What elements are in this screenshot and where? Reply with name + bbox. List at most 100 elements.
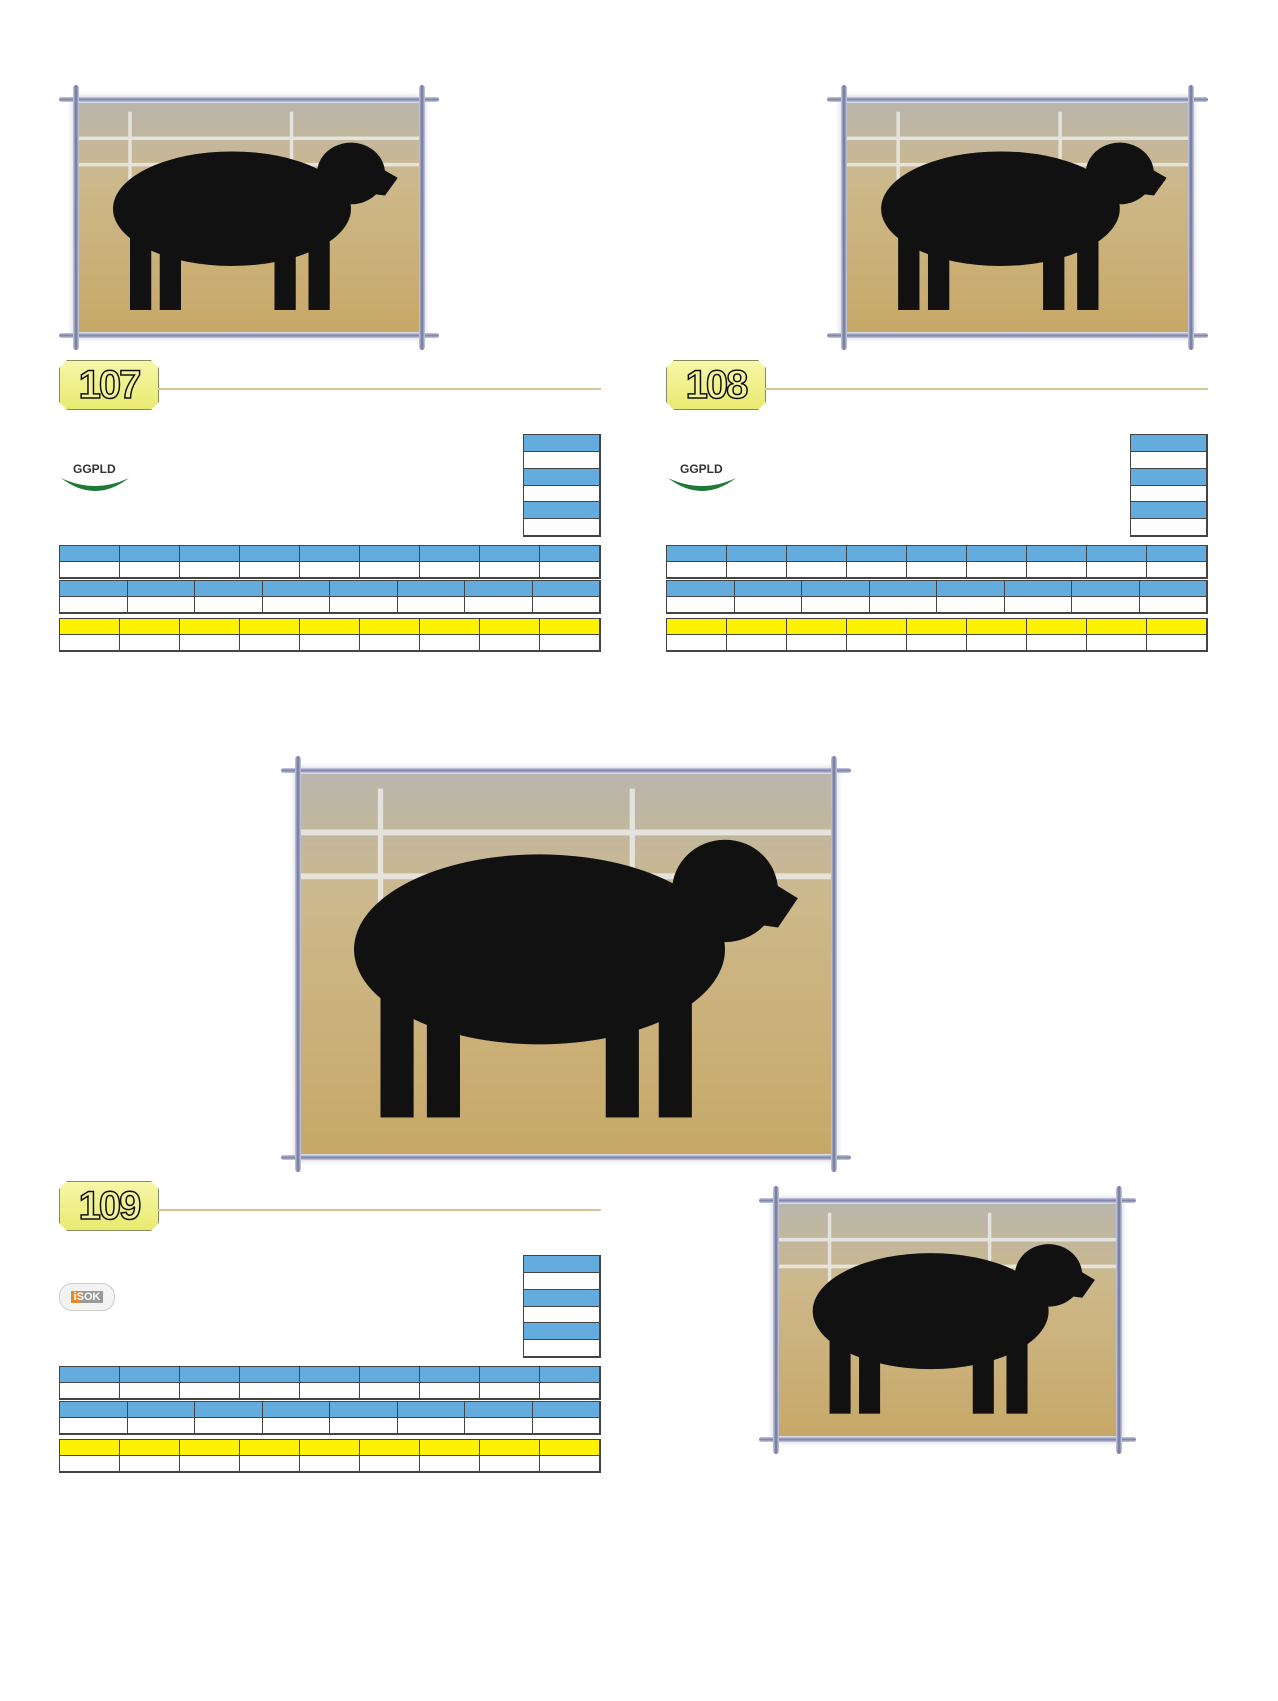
table-cell [524, 468, 600, 486]
table-cell [397, 597, 465, 613]
table-cell [360, 635, 420, 651]
table-cell [524, 1306, 600, 1324]
table-cell [524, 1340, 600, 1357]
table-cell [300, 1440, 360, 1456]
header-rule [158, 388, 601, 390]
table-cell [180, 635, 240, 651]
table-cell [787, 635, 847, 651]
table-cell [60, 635, 120, 651]
frame-rail-bottom [281, 1155, 851, 1160]
table-cell [120, 546, 180, 562]
table-cell [330, 597, 398, 613]
table-cell [967, 562, 1027, 578]
table-cell [465, 581, 533, 597]
logo-swoosh [61, 478, 129, 491]
table-cell [907, 619, 967, 635]
table-cell [420, 562, 480, 578]
table-cell [802, 597, 870, 613]
table-cell [60, 562, 120, 578]
logo-text: GGPLD [680, 462, 723, 476]
table-cell [532, 1402, 600, 1418]
table-cell [524, 1272, 600, 1290]
table-cell [60, 581, 128, 597]
table-cell [420, 635, 480, 651]
table-cell [667, 619, 727, 635]
table-cell [480, 635, 540, 651]
bull-image [845, 101, 1190, 334]
table-cell [60, 546, 120, 562]
table-cell [195, 1402, 263, 1418]
lot-number-badge: 109 [59, 1181, 159, 1231]
table-cell [60, 1418, 128, 1434]
frame-post-left [73, 85, 79, 350]
frame-rail-top [281, 768, 851, 773]
side-table [1130, 434, 1208, 537]
table-cell [1072, 597, 1140, 613]
bull-image [77, 101, 421, 334]
table-cell [240, 562, 300, 578]
table-cell [330, 581, 398, 597]
table-cell [330, 1418, 398, 1434]
table-cell [240, 546, 300, 562]
ggpld-logo: GGPLD [666, 462, 738, 492]
frame-rail-top [827, 97, 1208, 102]
table-cell [240, 1383, 300, 1399]
table-cell [60, 1383, 120, 1399]
table-cell [300, 546, 360, 562]
table-cell [262, 1402, 330, 1418]
frame-post-right [1116, 1186, 1122, 1454]
table-cell [120, 562, 180, 578]
table-cell [787, 546, 847, 562]
table-cell [667, 597, 735, 613]
table-cell [420, 1383, 480, 1399]
bull-photo-lot-109-main [281, 756, 851, 1172]
table-cell [420, 1456, 480, 1472]
table-cell [480, 1367, 540, 1383]
table-cell [240, 1367, 300, 1383]
frame-rail-bottom [827, 333, 1208, 338]
table-cell [1131, 435, 1207, 452]
bull-photo-lot-107 [59, 85, 439, 350]
table-cell [120, 1383, 180, 1399]
table-cell [524, 502, 600, 520]
lot-number-badge: 107 [59, 360, 159, 410]
table-cell [60, 1402, 128, 1418]
table-cell [360, 562, 420, 578]
table-cell [300, 1367, 360, 1383]
table-cell [967, 546, 1027, 562]
table-cell [847, 562, 907, 578]
table-cell [480, 1456, 540, 1472]
table-cell [465, 1418, 533, 1434]
table-cell [727, 546, 787, 562]
table-cell [180, 1440, 240, 1456]
header-rule [765, 388, 1208, 390]
table-cell [180, 562, 240, 578]
table-cell [869, 597, 937, 613]
table-cell [180, 1367, 240, 1383]
table-cell [907, 546, 967, 562]
table-cell [480, 1440, 540, 1456]
table-cell [180, 619, 240, 635]
table-cell [937, 581, 1005, 597]
frame-post-right [419, 85, 425, 350]
table-cell [1147, 619, 1207, 635]
table-cell [540, 1367, 600, 1383]
table-cell [734, 581, 802, 597]
table-cell [540, 635, 600, 651]
table-cell [360, 619, 420, 635]
frame-rail-bottom [759, 1437, 1136, 1442]
table-cell [465, 597, 533, 613]
data-table-epd [666, 618, 1208, 652]
table-cell [300, 1383, 360, 1399]
table-cell [480, 546, 540, 562]
table-cell [420, 546, 480, 562]
table-cell [240, 635, 300, 651]
table-cell [480, 1383, 540, 1399]
table-cell [195, 581, 263, 597]
table-cell [540, 562, 600, 578]
table-cell [60, 1367, 120, 1383]
bull-image [299, 772, 833, 1156]
table-cell [195, 1418, 263, 1434]
table-cell [300, 1456, 360, 1472]
